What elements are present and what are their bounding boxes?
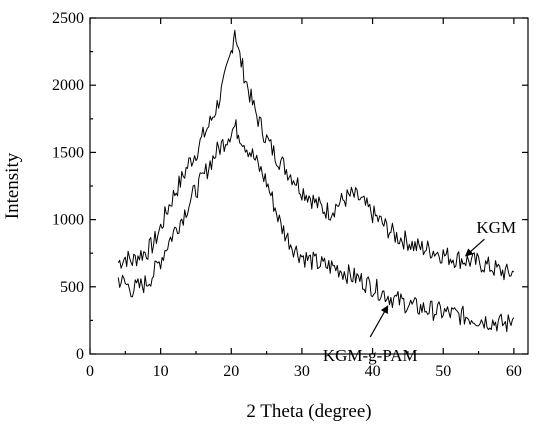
x-tick-label: 10 [153,363,169,380]
x-tick-label: 30 [294,363,310,380]
kgm-g-pam-label: KGM-g-PAM [323,346,418,365]
y-tick-label: 500 [60,279,84,296]
kgm-arrow [464,238,485,257]
x-tick-label: 40 [365,363,381,380]
x-tick-label: 60 [506,363,522,380]
axis-ticks [89,17,528,355]
y-axis-title: Intensity [2,152,23,219]
y-tick-label: 0 [76,346,84,363]
series-group [117,29,515,333]
series-line-kgm [117,29,515,281]
kgm-label: KGM [476,218,516,237]
x-tick-label: 50 [435,363,451,380]
x-tick-label: 20 [223,363,239,380]
plot-frame [89,17,529,355]
y-tick-label: 2500 [52,10,84,27]
kgm-g-pam-arrow [369,305,389,338]
y-tick-label: 1000 [52,212,84,229]
x-axis-title: 2 Theta (degree) [246,401,371,422]
annotation-group: KGM KGM-g-PAM [323,218,516,365]
tick-labels: 0 10 20 30 40 50 60 0 500 1000 1500 2000 2500 [52,10,522,380]
x-tick-label: 0 [86,363,94,380]
y-tick-label: 2000 [52,77,84,94]
series-line-kgm-g-pam [117,119,515,333]
y-tick-label: 1500 [52,144,84,161]
